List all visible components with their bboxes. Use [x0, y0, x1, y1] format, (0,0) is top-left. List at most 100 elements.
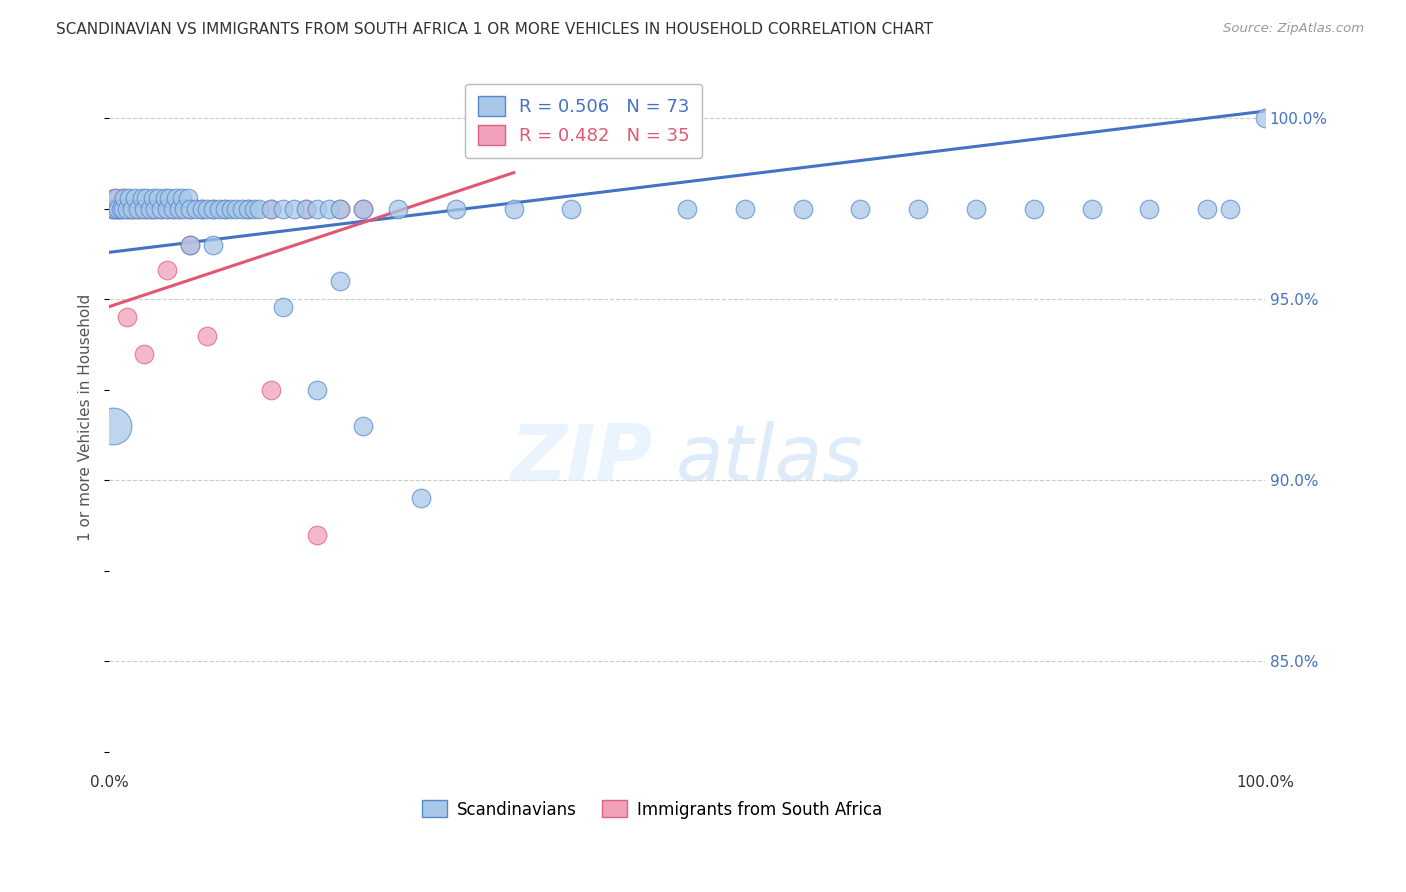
Point	[190, 202, 212, 216]
Point	[107, 202, 129, 216]
Point	[101, 419, 124, 434]
Point	[353, 202, 375, 216]
Point	[676, 202, 699, 216]
Point	[107, 202, 129, 216]
Point	[965, 202, 987, 216]
Point	[202, 202, 225, 216]
Text: atlas: atlas	[675, 421, 863, 498]
Point	[145, 202, 167, 216]
Point	[1219, 202, 1241, 216]
Point	[124, 191, 146, 205]
Point	[353, 419, 375, 434]
Point	[173, 202, 195, 216]
Point	[294, 202, 316, 216]
Point	[260, 383, 283, 397]
Point	[197, 328, 219, 343]
Point	[197, 202, 219, 216]
Point	[156, 263, 179, 277]
Point	[177, 191, 200, 205]
Point	[131, 191, 153, 205]
Y-axis label: 1 or more Vehicles in Household: 1 or more Vehicles in Household	[79, 293, 93, 541]
Point	[121, 202, 143, 216]
Point	[110, 202, 132, 216]
Point	[179, 202, 201, 216]
Point	[150, 202, 173, 216]
Point	[387, 202, 409, 216]
Point	[162, 202, 184, 216]
Point	[1254, 112, 1277, 126]
Point	[105, 202, 128, 216]
Point	[146, 191, 169, 205]
Point	[1080, 202, 1102, 216]
Point	[1137, 202, 1160, 216]
Point	[132, 202, 155, 216]
Point	[179, 202, 201, 216]
Point	[179, 238, 201, 252]
Point	[138, 202, 160, 216]
Point	[734, 202, 756, 216]
Point	[202, 202, 225, 216]
Point	[170, 191, 193, 205]
Point	[132, 346, 155, 360]
Point	[792, 202, 814, 216]
Point	[214, 202, 236, 216]
Point	[132, 202, 155, 216]
Point	[208, 202, 231, 216]
Point	[202, 238, 225, 252]
Point	[162, 202, 184, 216]
Legend: Scandinavians, Immigrants from South Africa: Scandinavians, Immigrants from South Afr…	[416, 794, 889, 825]
Point	[100, 202, 122, 216]
Point	[157, 191, 180, 205]
Point	[271, 300, 294, 314]
Point	[236, 202, 259, 216]
Point	[127, 202, 149, 216]
Point	[104, 202, 127, 216]
Point	[411, 491, 433, 506]
Point	[156, 202, 179, 216]
Point	[444, 202, 467, 216]
Point	[307, 383, 329, 397]
Text: Source: ZipAtlas.com: Source: ZipAtlas.com	[1223, 22, 1364, 36]
Point	[1022, 202, 1045, 216]
Point	[105, 191, 128, 205]
Point	[110, 202, 132, 216]
Point	[103, 191, 125, 205]
Point	[214, 202, 236, 216]
Point	[145, 202, 167, 216]
Text: SCANDINAVIAN VS IMMIGRANTS FROM SOUTH AFRICA 1 OR MORE VEHICLES IN HOUSEHOLD COR: SCANDINAVIAN VS IMMIGRANTS FROM SOUTH AF…	[56, 22, 934, 37]
Point	[115, 202, 138, 216]
Point	[560, 202, 582, 216]
Point	[219, 202, 242, 216]
Point	[307, 202, 329, 216]
Point	[318, 202, 340, 216]
Point	[112, 202, 135, 216]
Point	[118, 202, 141, 216]
Point	[225, 202, 247, 216]
Point	[179, 238, 201, 252]
Point	[136, 202, 159, 216]
Point	[167, 202, 190, 216]
Point	[128, 202, 150, 216]
Point	[167, 202, 190, 216]
Point	[142, 191, 165, 205]
Point	[249, 202, 271, 216]
Point	[849, 202, 872, 216]
Point	[294, 202, 316, 216]
Point	[125, 202, 148, 216]
Point	[121, 202, 143, 216]
Point	[190, 202, 212, 216]
Point	[184, 202, 207, 216]
Text: ZIP: ZIP	[510, 421, 652, 498]
Point	[118, 191, 141, 205]
Point	[353, 202, 375, 216]
Point	[115, 310, 138, 325]
Point	[231, 202, 253, 216]
Point	[260, 202, 283, 216]
Point	[260, 202, 283, 216]
Point	[329, 202, 352, 216]
Point	[165, 191, 187, 205]
Point	[112, 191, 135, 205]
Point	[236, 202, 259, 216]
Point	[329, 274, 352, 288]
Point	[141, 202, 163, 216]
